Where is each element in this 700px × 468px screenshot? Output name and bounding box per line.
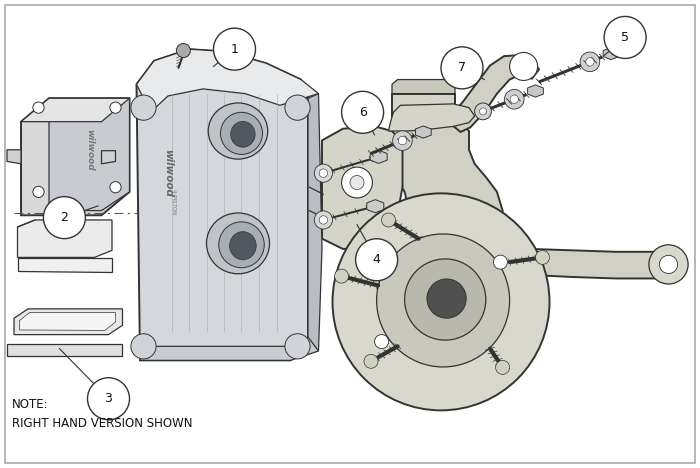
Circle shape: [43, 197, 85, 239]
Circle shape: [580, 52, 600, 72]
Ellipse shape: [218, 222, 265, 268]
Ellipse shape: [230, 232, 256, 260]
Text: 4 PISTON: 4 PISTON: [171, 189, 176, 214]
Ellipse shape: [220, 112, 262, 154]
Circle shape: [33, 186, 44, 197]
Polygon shape: [392, 94, 455, 122]
Text: 6: 6: [358, 106, 367, 119]
Text: 1: 1: [230, 43, 239, 56]
Circle shape: [285, 95, 310, 120]
Circle shape: [285, 334, 310, 359]
Circle shape: [441, 47, 483, 89]
Circle shape: [110, 102, 121, 113]
Polygon shape: [21, 98, 130, 215]
Circle shape: [536, 250, 550, 264]
Ellipse shape: [230, 121, 255, 147]
Polygon shape: [49, 98, 130, 211]
Ellipse shape: [209, 103, 268, 159]
Text: wilwood: wilwood: [163, 149, 173, 197]
Circle shape: [342, 167, 372, 198]
Polygon shape: [136, 49, 308, 360]
Circle shape: [88, 378, 130, 420]
Ellipse shape: [206, 213, 270, 274]
Polygon shape: [102, 151, 116, 164]
Polygon shape: [424, 271, 524, 332]
Polygon shape: [392, 80, 455, 94]
Circle shape: [377, 234, 510, 367]
Circle shape: [314, 211, 332, 229]
Polygon shape: [7, 150, 21, 164]
Text: 7: 7: [458, 61, 466, 74]
Text: wilwood: wilwood: [85, 129, 94, 171]
Polygon shape: [370, 150, 387, 163]
Polygon shape: [7, 344, 122, 356]
Polygon shape: [21, 98, 130, 122]
Text: 3: 3: [104, 392, 113, 405]
Circle shape: [475, 103, 491, 120]
Circle shape: [342, 91, 384, 133]
Polygon shape: [322, 126, 402, 249]
Circle shape: [335, 269, 349, 283]
Circle shape: [33, 102, 44, 113]
Polygon shape: [416, 126, 431, 138]
Circle shape: [494, 255, 508, 269]
Circle shape: [586, 58, 594, 66]
Circle shape: [480, 108, 486, 115]
Circle shape: [510, 52, 538, 80]
Circle shape: [319, 216, 328, 224]
Circle shape: [131, 334, 156, 359]
Circle shape: [398, 136, 407, 145]
Circle shape: [374, 335, 388, 349]
Circle shape: [393, 131, 412, 150]
Polygon shape: [18, 220, 112, 257]
Circle shape: [110, 182, 121, 193]
Text: NOTE:
RIGHT HAND VERSION SHOWN: NOTE: RIGHT HAND VERSION SHOWN: [12, 398, 192, 430]
Polygon shape: [490, 248, 676, 278]
Polygon shape: [384, 117, 503, 280]
Circle shape: [356, 239, 398, 281]
Text: 4: 4: [372, 253, 381, 266]
Circle shape: [314, 164, 332, 182]
Polygon shape: [20, 313, 116, 330]
Circle shape: [176, 44, 190, 58]
Polygon shape: [308, 94, 322, 351]
Circle shape: [649, 245, 688, 284]
Circle shape: [364, 354, 378, 368]
Polygon shape: [528, 85, 543, 97]
Circle shape: [659, 256, 678, 273]
Polygon shape: [14, 309, 122, 335]
Polygon shape: [136, 49, 318, 112]
Text: 2: 2: [60, 211, 69, 224]
Circle shape: [214, 28, 256, 70]
Polygon shape: [367, 200, 384, 213]
Circle shape: [604, 16, 646, 58]
Polygon shape: [448, 55, 539, 132]
Circle shape: [405, 259, 486, 340]
Circle shape: [505, 89, 524, 109]
Circle shape: [496, 360, 510, 374]
Polygon shape: [140, 337, 318, 360]
Circle shape: [510, 95, 519, 103]
Text: 5: 5: [621, 31, 629, 44]
Polygon shape: [603, 47, 619, 59]
Circle shape: [427, 279, 466, 318]
Circle shape: [382, 213, 395, 227]
Circle shape: [332, 193, 550, 410]
Circle shape: [319, 169, 328, 177]
Polygon shape: [389, 104, 475, 131]
Polygon shape: [18, 258, 112, 272]
Circle shape: [350, 176, 364, 190]
Circle shape: [131, 95, 156, 120]
